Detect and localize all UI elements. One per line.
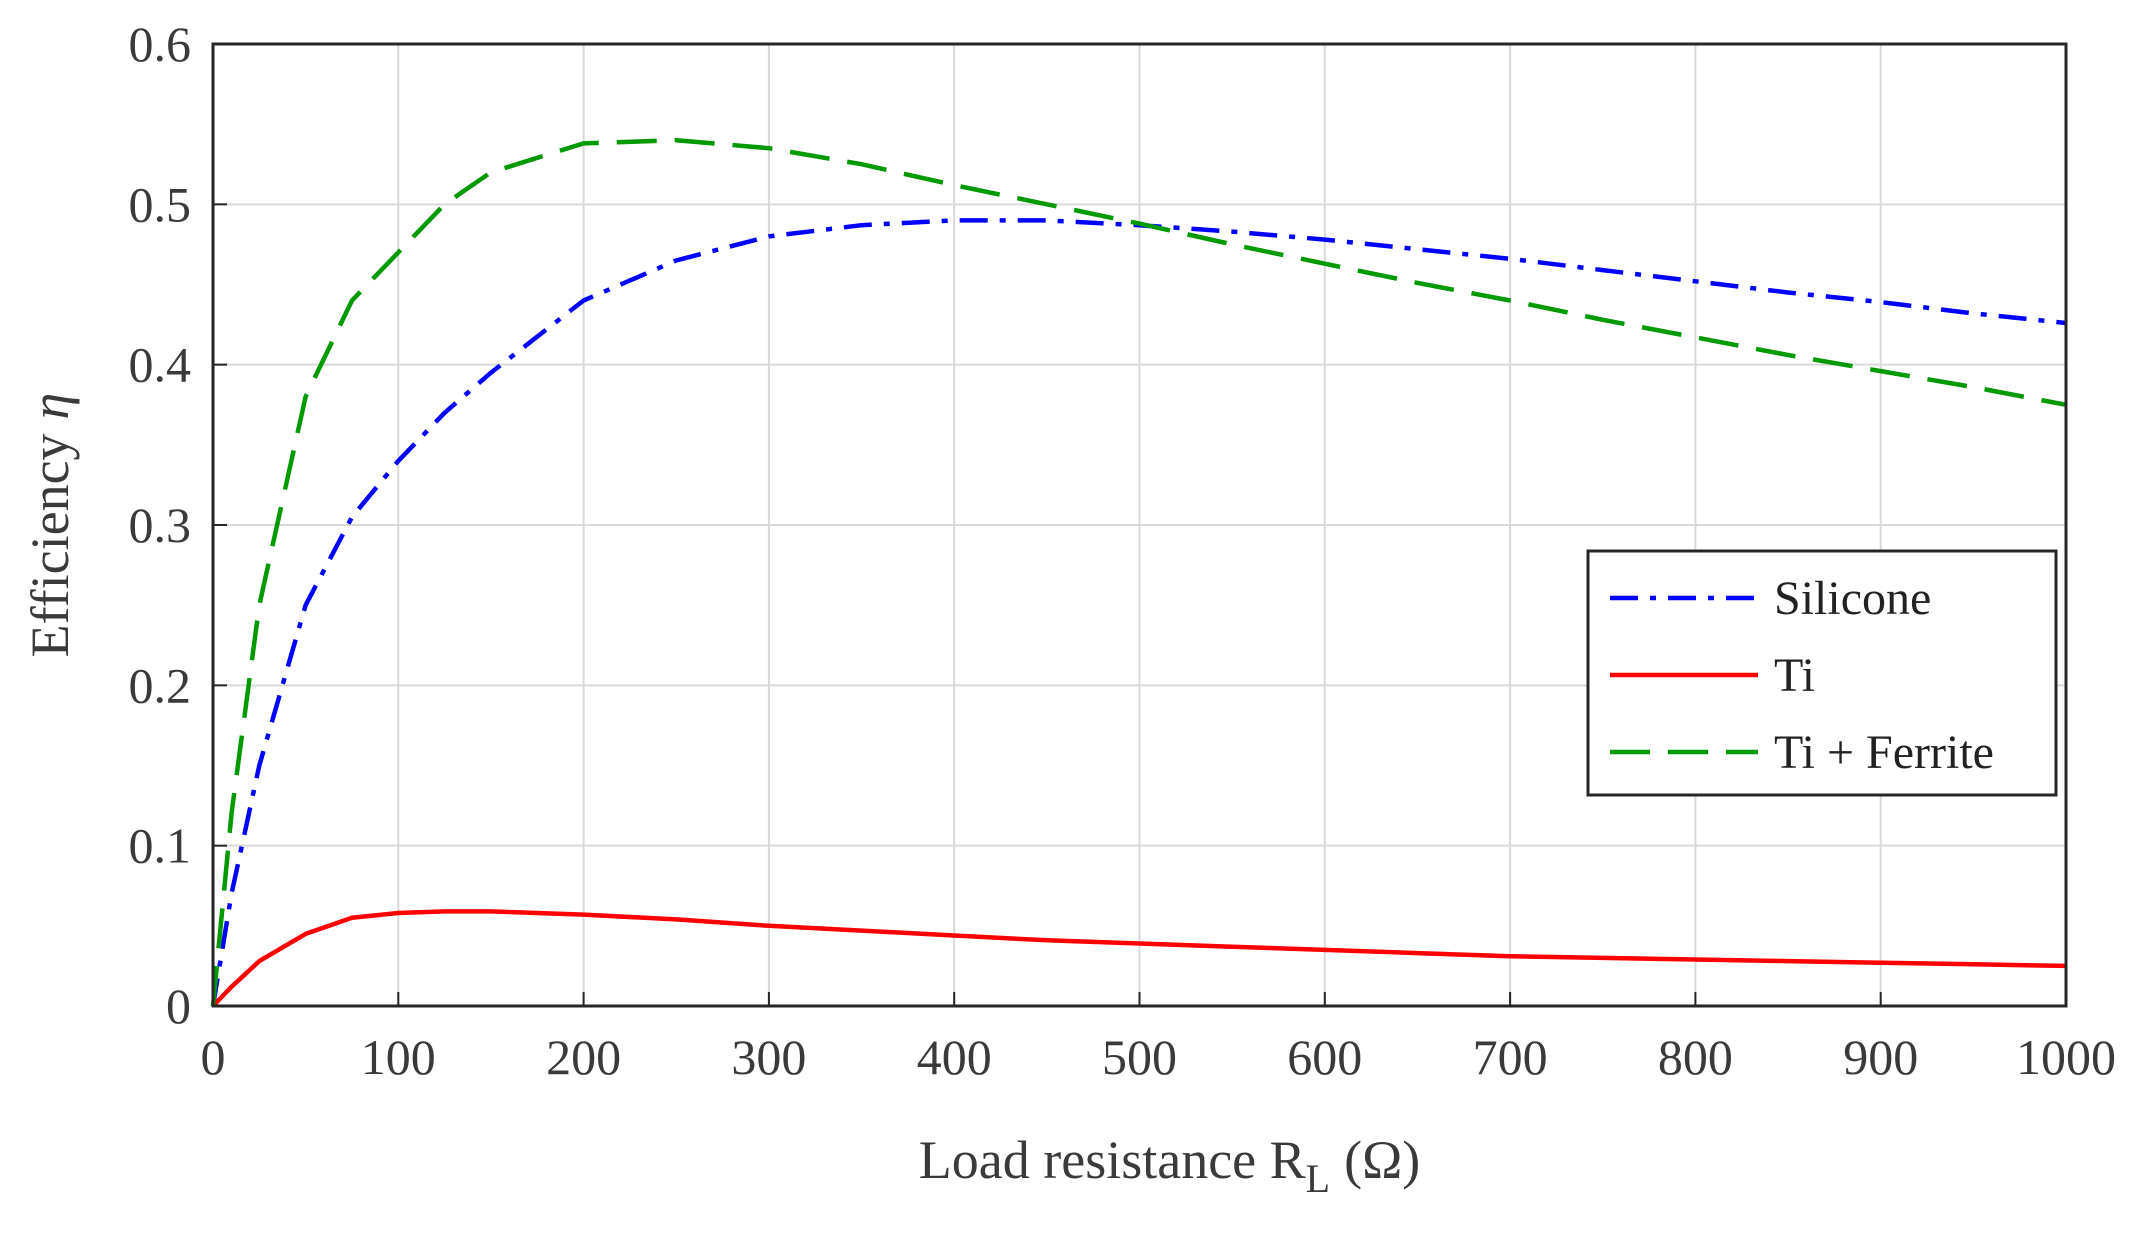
x-tick-labels: 0 100 200 300 400 500 600 700 800 900 1000	[201, 992, 2116, 1085]
x-tick-label: 600	[1287, 1029, 1362, 1085]
series-line-silicone	[210, 218, 2067, 1007]
y-tick-label: 0.4	[129, 337, 192, 393]
x-axis-label-subscript: L	[1306, 1156, 1330, 1201]
y-tick-label: 0.1	[129, 818, 192, 874]
y-tick-label: 0.2	[129, 657, 192, 713]
y-axis-label: Efficiency η	[20, 393, 80, 658]
x-tick-label: 300	[731, 1029, 806, 1085]
series-group	[210, 137, 2067, 1008]
legend-entries: Silicone Ti Ti + Ferrite	[1610, 572, 1994, 779]
legend: Silicone Ti Ti + Ferrite	[1586, 549, 2058, 797]
y-tick-label: 0.6	[129, 16, 192, 72]
x-tick-label: 0	[201, 1029, 226, 1085]
x-tick-label: 500	[1102, 1029, 1177, 1085]
legend-label: Ti + Ferrite	[1774, 726, 1994, 779]
series-line-ti	[211, 909, 2067, 1008]
x-tick-label: 900	[1843, 1029, 1918, 1085]
legend-label: Ti	[1774, 649, 1815, 702]
x-axis-label-unit: (Ω)	[1344, 1130, 1420, 1190]
y-tick-label: 0.5	[129, 176, 192, 232]
x-axis-label-main: Load resistance R	[919, 1130, 1306, 1190]
x-tick-label: 1000	[2016, 1029, 2116, 1085]
x-tick-label: 100	[361, 1029, 436, 1085]
y-tick-labels: 0 0.1 0.2 0.3 0.4 0.5 0.6	[129, 16, 227, 1034]
x-axis-label: Load resistance RL (Ω)	[919, 1130, 1420, 1201]
y-axis-label-symbol: η	[20, 393, 80, 420]
x-tick-label: 400	[917, 1029, 992, 1085]
x-tick-label: 700	[1473, 1029, 1548, 1085]
series-line-ti-ferrite	[210, 137, 2067, 1007]
y-tick-label: 0.3	[129, 497, 192, 553]
legend-label: Silicone	[1774, 572, 1931, 625]
x-tick-label: 200	[546, 1029, 621, 1085]
y-axis-label-main: Efficiency	[20, 433, 80, 657]
x-tick-label: 800	[1658, 1029, 1733, 1085]
y-tick-label: 0	[166, 978, 191, 1034]
